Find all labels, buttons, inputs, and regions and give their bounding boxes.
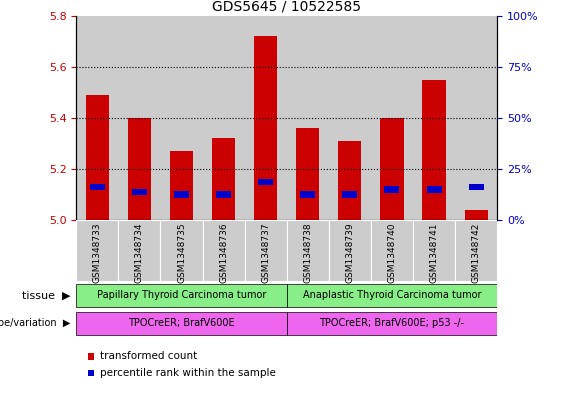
Bar xyxy=(338,141,362,220)
Text: Anaplastic Thyroid Carcinoma tumor: Anaplastic Thyroid Carcinoma tumor xyxy=(303,290,481,300)
Bar xyxy=(468,184,484,190)
Bar xyxy=(455,220,497,281)
Title: GDS5645 / 10522585: GDS5645 / 10522585 xyxy=(212,0,361,13)
Bar xyxy=(455,16,497,220)
Text: GSM1348733: GSM1348733 xyxy=(93,222,102,283)
Bar xyxy=(174,191,189,198)
Bar xyxy=(413,16,455,220)
Bar xyxy=(160,16,202,220)
Text: tissue  ▶: tissue ▶ xyxy=(22,291,71,301)
Text: GSM1348740: GSM1348740 xyxy=(388,222,397,283)
Bar xyxy=(329,220,371,281)
Text: GSM1348737: GSM1348737 xyxy=(261,222,270,283)
Text: transformed count: transformed count xyxy=(100,351,197,361)
Bar xyxy=(287,312,497,335)
Bar xyxy=(329,16,371,220)
Bar xyxy=(287,284,497,307)
Text: TPOCreER; BrafV600E: TPOCreER; BrafV600E xyxy=(128,318,235,328)
Bar xyxy=(245,220,287,281)
Text: GSM1348736: GSM1348736 xyxy=(219,222,228,283)
Bar xyxy=(380,118,403,220)
Bar xyxy=(132,189,147,195)
Text: Papillary Thyroid Carcinoma tumor: Papillary Thyroid Carcinoma tumor xyxy=(97,290,266,300)
Text: GSM1348741: GSM1348741 xyxy=(429,222,438,283)
Bar xyxy=(254,36,277,220)
Bar xyxy=(202,220,245,281)
Bar xyxy=(76,312,287,335)
Bar xyxy=(296,128,319,220)
Bar xyxy=(170,151,193,220)
Bar xyxy=(212,138,235,220)
Bar xyxy=(287,16,329,220)
Bar xyxy=(300,191,315,198)
Bar xyxy=(86,95,109,220)
Bar xyxy=(202,16,245,220)
Text: GSM1348739: GSM1348739 xyxy=(345,222,354,283)
Bar xyxy=(342,191,358,198)
Bar xyxy=(76,16,119,220)
Bar xyxy=(258,178,273,185)
Bar xyxy=(427,186,442,193)
Bar xyxy=(423,79,446,220)
Text: percentile rank within the sample: percentile rank within the sample xyxy=(100,367,276,378)
Bar xyxy=(216,191,231,198)
Text: TPOCreER; BrafV600E; p53 -/-: TPOCreER; BrafV600E; p53 -/- xyxy=(319,318,464,328)
Bar xyxy=(160,220,202,281)
Bar xyxy=(119,220,160,281)
Bar xyxy=(413,220,455,281)
Bar xyxy=(90,184,105,190)
Bar xyxy=(371,16,413,220)
Bar xyxy=(287,220,329,281)
Bar xyxy=(76,220,119,281)
Bar xyxy=(245,16,287,220)
Text: GSM1348742: GSM1348742 xyxy=(472,222,481,283)
Bar xyxy=(371,220,413,281)
Text: GSM1348735: GSM1348735 xyxy=(177,222,186,283)
Bar xyxy=(384,186,399,193)
Bar xyxy=(128,118,151,220)
Bar xyxy=(76,284,287,307)
Text: GSM1348734: GSM1348734 xyxy=(135,222,144,283)
Text: GSM1348738: GSM1348738 xyxy=(303,222,312,283)
Text: genotype/variation  ▶: genotype/variation ▶ xyxy=(0,318,71,328)
Bar xyxy=(119,16,160,220)
Bar xyxy=(464,210,488,220)
